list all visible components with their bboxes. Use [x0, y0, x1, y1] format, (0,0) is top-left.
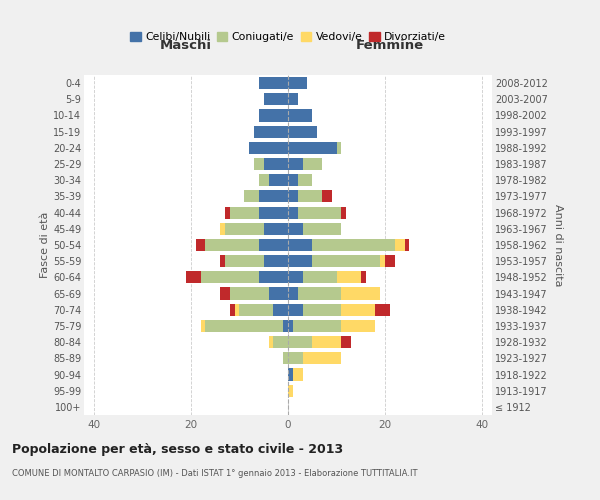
Bar	[288, 190, 298, 202]
Bar	[288, 320, 293, 332]
Bar	[283, 352, 288, 364]
Bar	[298, 288, 341, 300]
Bar	[264, 255, 288, 268]
Bar	[269, 174, 288, 186]
Bar	[259, 174, 269, 186]
Bar	[302, 352, 341, 364]
Bar	[298, 174, 312, 186]
Bar	[269, 288, 288, 300]
Bar	[254, 158, 264, 170]
Bar	[230, 304, 235, 316]
Bar	[288, 206, 298, 218]
Bar	[288, 239, 312, 251]
Bar	[200, 320, 205, 332]
Bar	[288, 174, 298, 186]
Bar	[259, 190, 288, 202]
Bar	[288, 142, 337, 154]
Bar	[298, 206, 341, 218]
Bar	[302, 222, 341, 235]
Bar	[259, 206, 288, 218]
Bar	[288, 222, 302, 235]
Bar	[341, 304, 376, 316]
Bar	[269, 336, 274, 348]
Bar	[288, 272, 302, 283]
Bar	[264, 93, 288, 106]
Bar	[230, 206, 259, 218]
Bar	[288, 288, 298, 300]
Bar	[322, 190, 332, 202]
Bar	[239, 304, 274, 316]
Bar	[341, 288, 380, 300]
Bar	[288, 255, 312, 268]
Bar	[288, 384, 293, 397]
Bar	[337, 142, 341, 154]
Bar	[288, 158, 302, 170]
Bar	[312, 239, 395, 251]
Bar	[264, 158, 288, 170]
Bar	[225, 206, 230, 218]
Bar	[259, 110, 288, 122]
Bar	[288, 336, 312, 348]
Bar	[288, 304, 302, 316]
Bar	[235, 304, 239, 316]
Bar	[361, 272, 366, 283]
Bar	[244, 190, 259, 202]
Text: Popolazione per età, sesso e stato civile - 2013: Popolazione per età, sesso e stato civil…	[12, 442, 343, 456]
Bar	[341, 336, 351, 348]
Bar	[274, 336, 288, 348]
Bar	[395, 239, 404, 251]
Bar	[293, 320, 341, 332]
Bar	[264, 222, 288, 235]
Legend: Celibi/Nubili, Coniugati/e, Vedovi/e, Divorziati/e: Celibi/Nubili, Coniugati/e, Vedovi/e, Di…	[125, 28, 451, 46]
Bar	[205, 239, 259, 251]
Y-axis label: Anni di nascita: Anni di nascita	[553, 204, 563, 286]
Bar	[341, 206, 346, 218]
Bar	[196, 239, 205, 251]
Text: COMUNE DI MONTALTO CARPASIO (IM) - Dati ISTAT 1° gennaio 2013 - Elaborazione TUT: COMUNE DI MONTALTO CARPASIO (IM) - Dati …	[12, 469, 418, 478]
Bar	[341, 320, 376, 332]
Bar	[302, 304, 341, 316]
Bar	[302, 272, 337, 283]
Bar	[312, 336, 341, 348]
Bar	[220, 222, 225, 235]
Bar	[225, 222, 264, 235]
Bar	[288, 110, 312, 122]
Bar	[302, 158, 322, 170]
Bar	[380, 255, 385, 268]
Bar	[288, 368, 293, 380]
Bar	[230, 288, 269, 300]
Bar	[312, 255, 380, 268]
Bar	[293, 368, 302, 380]
Bar	[225, 255, 264, 268]
Bar	[186, 272, 200, 283]
Bar	[288, 77, 307, 89]
Bar	[259, 77, 288, 89]
Bar	[274, 304, 288, 316]
Bar	[259, 239, 288, 251]
Bar	[404, 239, 409, 251]
Bar	[288, 93, 298, 106]
Y-axis label: Fasce di età: Fasce di età	[40, 212, 50, 278]
Text: Femmine: Femmine	[356, 40, 424, 52]
Bar	[254, 126, 288, 138]
Bar	[288, 126, 317, 138]
Bar	[385, 255, 395, 268]
Bar	[220, 288, 230, 300]
Bar	[259, 272, 288, 283]
Bar	[376, 304, 390, 316]
Bar	[220, 255, 225, 268]
Bar	[283, 320, 288, 332]
Bar	[249, 142, 288, 154]
Bar	[288, 352, 302, 364]
Text: Maschi: Maschi	[160, 40, 212, 52]
Bar	[200, 272, 259, 283]
Bar	[298, 190, 322, 202]
Bar	[337, 272, 361, 283]
Bar	[205, 320, 283, 332]
